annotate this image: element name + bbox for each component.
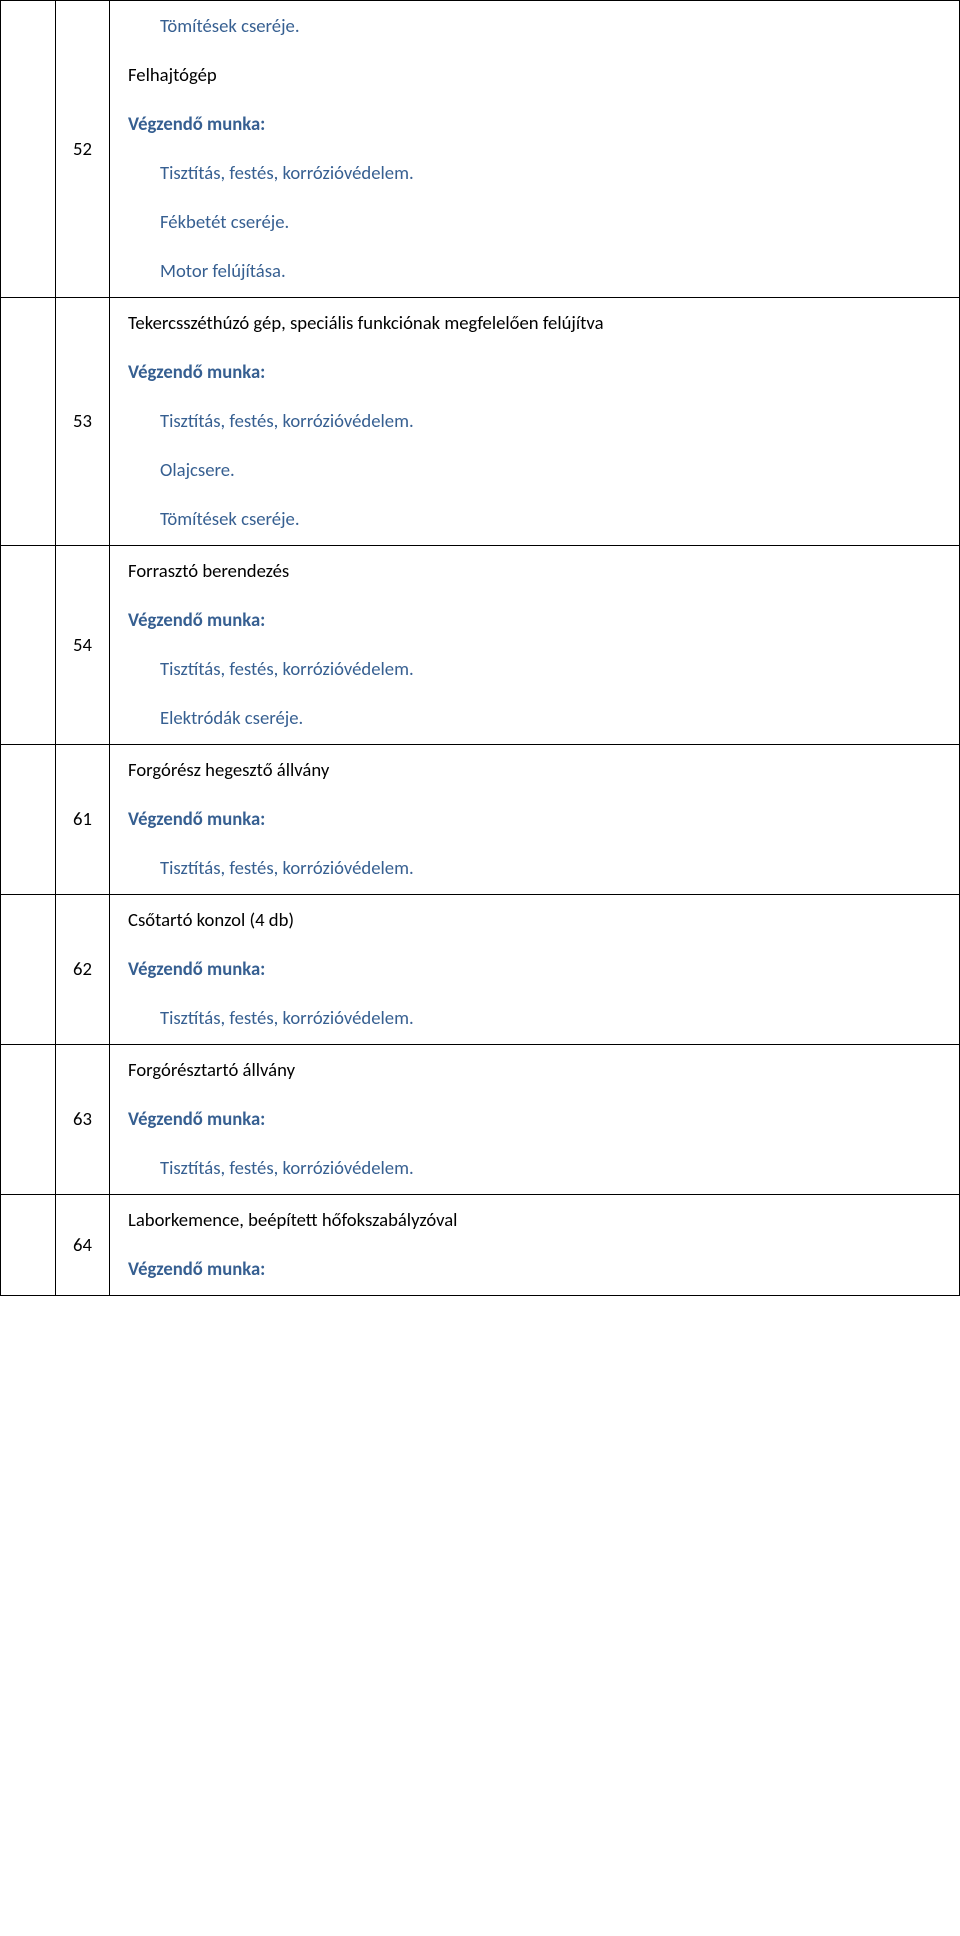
col-a-cell bbox=[1, 745, 56, 895]
table-row: 62 Csőtartó konzol (4 db) Végzendő munka… bbox=[1, 895, 960, 1045]
row-number-cell: 54 bbox=[56, 546, 110, 745]
work-task: Tisztítás, festés, korrózióvédelem. bbox=[128, 1157, 949, 1180]
work-task: Elektródák cseréje. bbox=[128, 707, 949, 730]
work-task: Tisztítás, festés, korrózióvédelem. bbox=[128, 162, 949, 185]
work-task: Tisztítás, festés, korrózióvédelem. bbox=[128, 410, 949, 433]
work-label: Végzendő munka: bbox=[128, 113, 949, 136]
row-title: Forgórész hegesztő állvány bbox=[128, 759, 949, 782]
row-content-cell: Laborkemence, beépített hőfokszabályzóva… bbox=[110, 1195, 960, 1296]
work-task: Fékbetét cseréje. bbox=[128, 211, 949, 234]
row-content-cell: Forrasztó berendezés Végzendő munka: Tis… bbox=[110, 546, 960, 745]
work-task: Tisztítás, festés, korrózióvédelem. bbox=[128, 857, 949, 880]
row-content-cell: Tömítések cseréje. Felhajtógép Végzendő … bbox=[110, 1, 960, 298]
row-number-cell: 64 bbox=[56, 1195, 110, 1296]
row-number-cell: 52 bbox=[56, 1, 110, 298]
col-a-cell bbox=[1, 1045, 56, 1195]
work-label: Végzendő munka: bbox=[128, 958, 949, 981]
document-table-wrap: 52 Tömítések cseréje. Felhajtógép Végzen… bbox=[0, 0, 960, 1296]
pre-line: Tömítések cseréje. bbox=[128, 15, 949, 38]
work-label: Végzendő munka: bbox=[128, 361, 949, 384]
work-label: Végzendő munka: bbox=[128, 1108, 949, 1131]
row-title: Tekercsszéthúzó gép, speciális funkcióna… bbox=[128, 312, 949, 335]
row-number-cell: 61 bbox=[56, 745, 110, 895]
col-a-cell bbox=[1, 895, 56, 1045]
row-title: Laborkemence, beépített hőfokszabályzóva… bbox=[128, 1209, 949, 1232]
table-row: 53 Tekercsszéthúzó gép, speciális funkci… bbox=[1, 298, 960, 546]
row-content-cell: Forgórész hegesztő állvány Végzendő munk… bbox=[110, 745, 960, 895]
work-task: Tisztítás, festés, korrózióvédelem. bbox=[128, 658, 949, 681]
row-title: Forgórésztartó állvány bbox=[128, 1059, 949, 1082]
row-number-cell: 63 bbox=[56, 1045, 110, 1195]
row-content-cell: Forgórésztartó állvány Végzendő munka: T… bbox=[110, 1045, 960, 1195]
col-a-cell bbox=[1, 1, 56, 298]
table-row: 54 Forrasztó berendezés Végzendő munka: … bbox=[1, 546, 960, 745]
table-row: 61 Forgórész hegesztő állvány Végzendő m… bbox=[1, 745, 960, 895]
work-label: Végzendő munka: bbox=[128, 808, 949, 831]
col-a-cell bbox=[1, 1195, 56, 1296]
work-task: Olajcsere. bbox=[128, 459, 949, 482]
row-title: Forrasztó berendezés bbox=[128, 560, 949, 583]
row-title: Csőtartó konzol (4 db) bbox=[128, 909, 949, 932]
work-label: Végzendő munka: bbox=[128, 1258, 949, 1281]
work-task: Tisztítás, festés, korrózióvédelem. bbox=[128, 1007, 949, 1030]
col-a-cell bbox=[1, 546, 56, 745]
table-row: 63 Forgórésztartó állvány Végzendő munka… bbox=[1, 1045, 960, 1195]
row-title: Felhajtógép bbox=[128, 64, 949, 87]
work-task: Tömítések cseréje. bbox=[128, 508, 949, 531]
table-row: 52 Tömítések cseréje. Felhajtógép Végzen… bbox=[1, 1, 960, 298]
row-content-cell: Csőtartó konzol (4 db) Végzendő munka: T… bbox=[110, 895, 960, 1045]
col-a-cell bbox=[1, 298, 56, 546]
work-task: Motor felújítása. bbox=[128, 260, 949, 283]
document-table: 52 Tömítések cseréje. Felhajtógép Végzen… bbox=[0, 0, 960, 1296]
row-number-cell: 53 bbox=[56, 298, 110, 546]
row-content-cell: Tekercsszéthúzó gép, speciális funkcióna… bbox=[110, 298, 960, 546]
table-row: 64 Laborkemence, beépített hőfokszabályz… bbox=[1, 1195, 960, 1296]
work-label: Végzendő munka: bbox=[128, 609, 949, 632]
row-number-cell: 62 bbox=[56, 895, 110, 1045]
